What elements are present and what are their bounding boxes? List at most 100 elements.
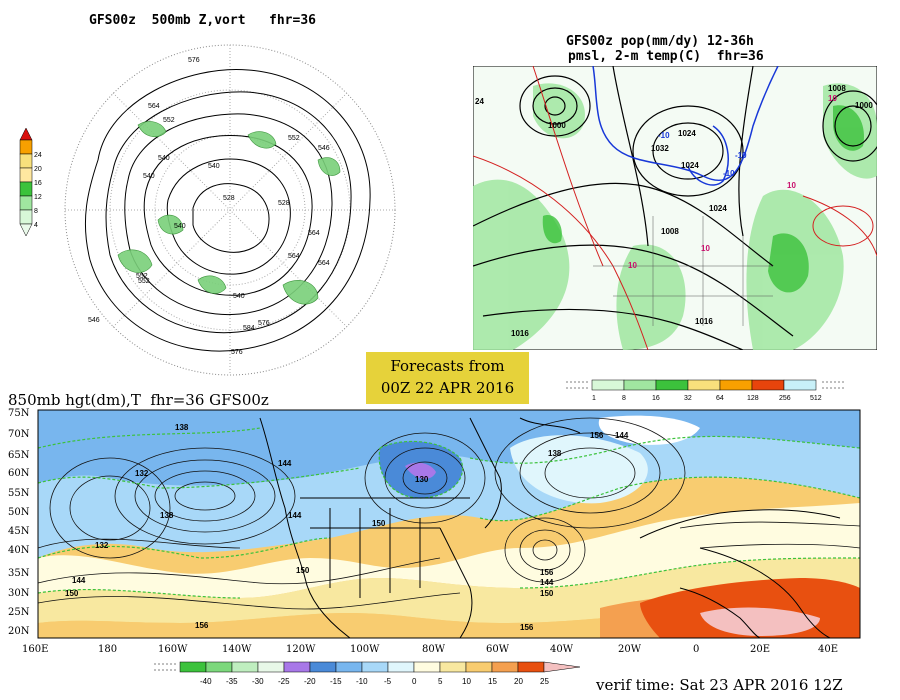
contour-label: 552 (163, 117, 175, 124)
contour-label: 138 (160, 511, 174, 520)
contour-label: 130 (415, 475, 429, 484)
verification-time: verif time: Sat 23 APR 2016 12Z (596, 676, 843, 694)
temp-tick: -30 (252, 677, 264, 686)
temp-tick: -5 (384, 677, 392, 686)
precip-tick: 64 (716, 395, 724, 402)
temp-label: 10 (787, 181, 796, 190)
contour-label: 144 (540, 578, 554, 587)
contour-label: 144 (615, 431, 629, 440)
isobar-label: 24 (475, 97, 484, 106)
contour-label: 150 (540, 589, 554, 598)
contour-label: 156 (520, 623, 534, 632)
lon-label: 160E (22, 644, 48, 655)
temperature-fill (38, 410, 860, 638)
temp-tick: 5 (438, 677, 443, 686)
precip-tick: 1 (592, 395, 596, 402)
contour-label: 144 (278, 459, 292, 468)
precip-tick: 16 (652, 395, 660, 402)
panel-pmsl-map: 1000 1024 1032 1024 1024 1008 1008 1000 … (473, 66, 877, 350)
contour-label: 150 (296, 566, 310, 575)
vorticity-legend: 24 20 16 12 8 4 (19, 127, 42, 237)
precip-tick: 512 (810, 395, 822, 402)
temperature-legend: -40 -35 -30 -25 -20 -15 -10 -5 0 5 10 15… (154, 661, 581, 686)
contour-label: 546 (318, 145, 330, 152)
precip-tick: 8 (622, 395, 626, 402)
contour-label: 540 (233, 293, 245, 300)
contour-label: 528 (223, 195, 235, 202)
temp-tick: -25 (278, 677, 290, 686)
temp-tick: 25 (540, 677, 549, 686)
lon-label: 60W (486, 644, 510, 655)
lon-label: 40W (550, 644, 574, 655)
isobar-label: 1024 (678, 129, 696, 138)
isobar-label: 1000 (548, 121, 566, 130)
precip-tick: 256 (779, 395, 791, 402)
temp-label: -10 (723, 169, 735, 178)
temp-tick: -15 (330, 677, 342, 686)
temp-tick: 0 (412, 677, 417, 686)
temp-tick: -35 (226, 677, 238, 686)
lon-label: 120W (286, 644, 316, 655)
isobar-label: 1000 (855, 101, 873, 110)
isobar-label: 1024 (681, 161, 699, 170)
lat-label: 70N (8, 429, 30, 440)
contour-label: 144 (288, 511, 302, 520)
lat-label: 25N (8, 607, 30, 618)
isobar-label: 1024 (709, 204, 727, 213)
lon-label: 140W (222, 644, 252, 655)
contour-label: 156 (195, 621, 209, 630)
contour-label: 540 (158, 155, 170, 162)
lon-label: 40E (818, 644, 838, 655)
isobar-label: 1016 (695, 317, 713, 326)
lat-label: 50N (8, 507, 30, 518)
lat-label: 20N (8, 626, 30, 637)
temp-label: 10 (701, 244, 710, 253)
contour-label: 540 (208, 163, 220, 170)
precip-tick: 32 (684, 395, 692, 402)
lon-label: 20E (750, 644, 770, 655)
lat-label: 45N (8, 526, 30, 537)
contour-label: 564 (288, 253, 300, 260)
contour-label: 138 (548, 449, 562, 458)
contour-label: 150 (65, 589, 79, 598)
temp-label: -10 (735, 151, 747, 160)
temp-label: -10 (658, 131, 670, 140)
lat-label: 40N (8, 545, 30, 556)
contour-label: 540 (174, 223, 186, 230)
legend-tick: 12 (34, 194, 42, 201)
contour-label: 138 (175, 423, 189, 432)
precip-tick: 128 (747, 395, 759, 402)
contour-label: 540 (143, 173, 155, 180)
legend-tick: 24 (34, 152, 42, 159)
panel-850mb-title: 850mb hgt(dm),T fhr=36 GFS00z (8, 391, 269, 409)
lon-label: 80W (422, 644, 446, 655)
lon-label: 160W (158, 644, 188, 655)
contour-label: 576 (258, 320, 270, 327)
contour-label: 564 (308, 230, 320, 237)
contour-label: 132 (95, 541, 109, 550)
temp-label: 10 (828, 94, 837, 103)
legend-tick: 4 (34, 222, 38, 229)
temp-label: 10 (628, 261, 637, 270)
contour-label: 132 (135, 469, 149, 478)
panel-850mb-map: 75N 70N 65N 60N 55N 50N 45N 40N 35N 30N … (8, 408, 861, 655)
lon-label: 180 (98, 644, 117, 655)
isobar-label: 1016 (511, 329, 529, 338)
temp-tick: 10 (462, 677, 471, 686)
isobar-label: 1032 (651, 144, 669, 153)
lat-label: 35N (8, 568, 30, 579)
lon-label: 100W (350, 644, 380, 655)
contour-label: 144 (72, 576, 86, 585)
contour-label: 576 (231, 349, 243, 356)
contour-label: 552 (138, 278, 150, 285)
forecast-init-box: Forecasts from 00Z 22 APR 2016 (366, 352, 529, 404)
contour-label: 528 (278, 200, 290, 207)
polar-projection: 576 564 552 540 528 540 552 564 576 546 … (64, 44, 396, 376)
contour-label: 150 (372, 519, 386, 528)
temp-tick: 20 (514, 677, 523, 686)
lat-label: 30N (8, 588, 30, 599)
lat-label: 60N (8, 468, 30, 479)
contour-label: 156 (540, 568, 554, 577)
lon-label: 0 (693, 644, 699, 655)
temp-tick: 15 (488, 677, 497, 686)
